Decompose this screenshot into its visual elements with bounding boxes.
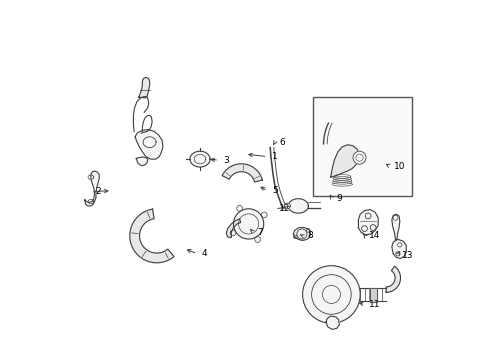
Circle shape [261,212,267,218]
Circle shape [303,266,360,323]
Text: 13: 13 [402,251,413,260]
Text: 11: 11 [369,300,381,309]
Polygon shape [293,228,311,240]
Polygon shape [222,164,262,182]
Polygon shape [136,157,148,166]
Text: 2: 2 [96,187,101,196]
Circle shape [230,230,236,236]
Text: 10: 10 [394,162,406,171]
Polygon shape [135,130,163,159]
Text: 4: 4 [202,249,207,258]
Ellipse shape [332,183,352,186]
Text: 1: 1 [272,152,278,161]
Text: 6: 6 [279,138,285,147]
Bar [370,288,377,302]
Polygon shape [288,199,308,213]
Circle shape [233,209,264,239]
Circle shape [237,206,243,211]
Circle shape [285,203,291,209]
Polygon shape [386,266,400,292]
Text: 5: 5 [272,186,278,195]
Text: 3: 3 [223,156,229,165]
Circle shape [353,151,366,164]
Text: 12: 12 [279,204,291,213]
Polygon shape [130,209,174,263]
Polygon shape [226,219,241,238]
Text: 8: 8 [307,231,313,240]
Polygon shape [139,77,149,98]
Polygon shape [326,316,339,329]
Polygon shape [331,145,360,177]
Polygon shape [85,171,99,206]
Polygon shape [392,214,400,239]
Circle shape [255,237,261,242]
Bar [370,288,377,302]
Bar [314,97,413,196]
Text: 7: 7 [258,228,263,237]
Text: 14: 14 [369,231,381,240]
Polygon shape [392,239,406,258]
Polygon shape [358,210,378,235]
Text: 9: 9 [337,194,343,203]
Polygon shape [190,151,210,167]
